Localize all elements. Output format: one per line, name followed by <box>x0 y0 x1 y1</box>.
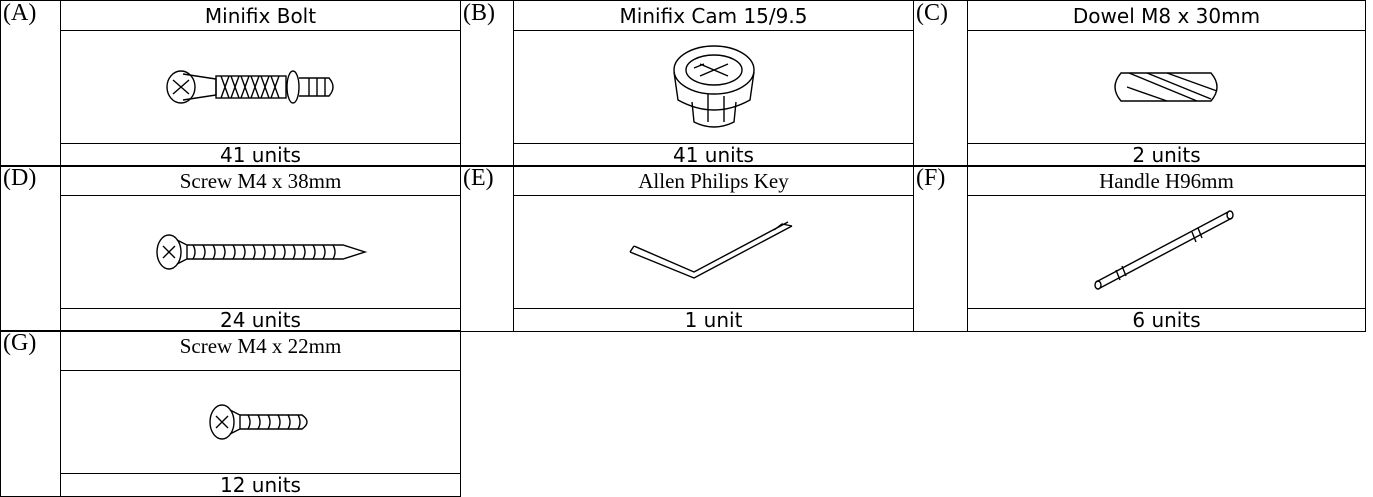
part-block: (F) Handle H96mm 6 units <box>913 165 1366 332</box>
part-count: 41 units <box>61 144 461 167</box>
part-letter: (A) <box>1 1 61 167</box>
part-name: Dowel M8 x 30mm <box>968 1 1366 31</box>
part-illustration <box>61 371 461 474</box>
part-letter: (B) <box>461 1 514 167</box>
part-letter: (E) <box>461 166 514 332</box>
part-illustration <box>514 31 914 144</box>
dowel-drawing <box>1113 72 1218 102</box>
part-count: 1 unit <box>514 309 914 332</box>
part-count: 2 units <box>968 144 1366 167</box>
part-illustration <box>968 31 1366 144</box>
screw-drawing <box>156 234 368 270</box>
part-count: 6 units <box>968 309 1366 332</box>
cam-drawing <box>672 45 755 128</box>
part-name: Screw M4 x 38mm <box>61 166 461 196</box>
part-letter: (G) <box>1 331 61 497</box>
part-illustration <box>61 196 461 309</box>
part-block: (E) Allen Philips Key 1 unit <box>460 165 914 332</box>
part-letter: (D) <box>1 166 61 332</box>
part-block: (C) Dowel M8 x 30mm 2 units <box>913 0 1366 167</box>
screw-drawing <box>208 404 308 440</box>
part-block: (A) Minifix Bolt 41 units <box>0 0 461 167</box>
part-block: (D) Screw M4 x 38mm 24 units <box>0 165 461 332</box>
part-name: Handle H96mm <box>968 166 1366 196</box>
part-count: 24 units <box>61 309 461 332</box>
part-name: Allen Philips Key <box>514 166 914 196</box>
part-name: Screw M4 x 22mm <box>61 331 461 371</box>
part-block: (B) Minifix Cam 15/9.5 41 units <box>460 0 914 167</box>
part-letter: (C) <box>914 1 968 167</box>
key-drawing <box>628 221 792 279</box>
part-count: 41 units <box>514 144 914 167</box>
part-name: Minifix Bolt <box>61 1 461 31</box>
bolt-drawing <box>165 70 334 104</box>
part-illustration <box>968 196 1366 309</box>
part-letter: (F) <box>914 166 968 332</box>
part-illustration <box>514 196 914 309</box>
part-name: Minifix Cam 15/9.5 <box>514 1 914 31</box>
handle-drawing <box>1093 210 1234 290</box>
part-illustration <box>61 31 461 144</box>
part-count: 12 units <box>61 474 461 497</box>
part-block: (G) Screw M4 x 22mm 12 units <box>0 330 461 497</box>
